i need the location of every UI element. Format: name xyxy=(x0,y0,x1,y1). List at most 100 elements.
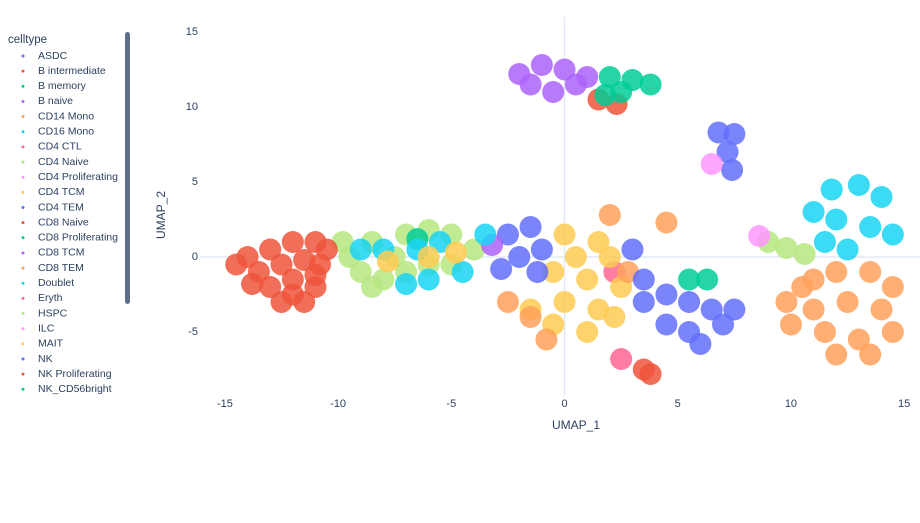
point xyxy=(610,348,633,370)
legend-marker[interactable] xyxy=(21,251,25,255)
point xyxy=(859,261,882,283)
point xyxy=(474,223,497,246)
point xyxy=(603,306,626,328)
point xyxy=(281,231,304,253)
point xyxy=(462,238,485,261)
legend-marker[interactable] xyxy=(21,175,25,179)
legend-label[interactable]: MAIT xyxy=(38,338,64,350)
legend-marker[interactable] xyxy=(21,54,25,58)
legend-label[interactable]: CD16 Mono xyxy=(38,126,94,138)
legend-label[interactable]: CD8 TCM xyxy=(38,247,84,259)
legend-marker[interactable] xyxy=(21,145,25,149)
point xyxy=(859,343,882,366)
point xyxy=(225,253,248,276)
legend-label[interactable]: CD8 TEM xyxy=(38,262,84,274)
legend-label[interactable]: NK xyxy=(38,353,53,365)
point xyxy=(598,66,621,88)
legend-label[interactable]: CD4 Proliferating xyxy=(38,171,118,183)
legend-label[interactable]: CD4 Naive xyxy=(38,156,89,168)
legend-marker[interactable] xyxy=(21,281,25,285)
legend-label[interactable]: Eryth xyxy=(38,292,63,304)
point xyxy=(836,238,859,261)
legend-label[interactable]: ILC xyxy=(38,322,55,334)
legend-marker[interactable] xyxy=(21,327,25,331)
legend-label[interactable]: CD14 Mono xyxy=(38,110,94,122)
legend-label[interactable]: NK_CD56bright xyxy=(38,383,112,395)
point xyxy=(270,253,293,276)
legend-label[interactable]: B naive xyxy=(38,95,73,107)
legend-marker[interactable] xyxy=(21,190,25,194)
legend-label[interactable]: Doublet xyxy=(38,277,74,289)
legend-label[interactable]: ASDC xyxy=(38,50,68,62)
point xyxy=(349,261,372,283)
point xyxy=(870,186,893,208)
legend-marker[interactable] xyxy=(21,357,25,361)
point xyxy=(496,291,519,313)
axes: -15 -10 -5 0 5 10 15 -5 0 5 10 15 xyxy=(186,26,911,410)
legend-marker[interactable] xyxy=(21,206,25,209)
point xyxy=(315,238,338,261)
point xyxy=(496,223,519,246)
legend-marker[interactable] xyxy=(21,312,25,316)
point xyxy=(542,81,565,103)
point xyxy=(700,298,723,321)
point xyxy=(519,216,542,238)
legend-label[interactable]: CD8 Naive xyxy=(38,216,89,228)
point xyxy=(598,246,621,268)
legend-label[interactable]: HSPC xyxy=(38,307,68,319)
point xyxy=(775,237,798,259)
legend-marker[interactable] xyxy=(21,387,25,391)
legend-label[interactable]: NK Proliferating xyxy=(38,368,112,380)
point xyxy=(820,178,843,201)
legend-label[interactable]: CD4 CTL xyxy=(38,141,82,153)
legend-marker[interactable] xyxy=(21,84,25,88)
legend-label[interactable]: CD4 TEM xyxy=(38,201,84,213)
point xyxy=(813,231,836,253)
legend-label[interactable]: CD8 Proliferating xyxy=(38,232,118,244)
legend-marker[interactable] xyxy=(21,372,25,376)
points xyxy=(225,54,904,385)
legend-marker[interactable] xyxy=(21,130,25,134)
point xyxy=(825,208,848,231)
point xyxy=(723,298,746,321)
point xyxy=(802,201,825,223)
y-tick-label: 0 xyxy=(192,251,198,263)
legend-marker[interactable] xyxy=(21,296,25,300)
legend-marker[interactable] xyxy=(21,342,25,346)
point xyxy=(621,238,644,261)
point xyxy=(678,291,701,313)
point xyxy=(689,333,712,355)
point xyxy=(576,268,599,291)
legend-marker[interactable] xyxy=(21,69,25,73)
point xyxy=(259,238,282,261)
legend-marker[interactable] xyxy=(21,160,25,164)
y-tick-label: 10 xyxy=(186,101,198,113)
legend-marker[interactable] xyxy=(21,115,25,119)
point xyxy=(530,54,553,76)
legend-label[interactable]: CD4 TCM xyxy=(38,186,84,198)
point xyxy=(723,123,746,145)
point xyxy=(417,268,440,291)
x-tick-label: -10 xyxy=(330,398,346,410)
point xyxy=(700,153,723,175)
point xyxy=(417,246,440,268)
legend-marker[interactable] xyxy=(21,99,25,103)
legend-marker[interactable] xyxy=(21,236,25,240)
point xyxy=(553,223,576,246)
legend-scrollbar[interactable] xyxy=(125,32,130,304)
point xyxy=(259,276,282,298)
point xyxy=(775,291,798,313)
legend: celltype ASDC B intermediate B memory B nai… xyxy=(8,32,130,395)
point xyxy=(395,273,418,295)
point xyxy=(535,328,558,351)
y-axis-title: UMAP_2 xyxy=(154,191,168,239)
point xyxy=(490,258,513,280)
point xyxy=(813,321,836,343)
legend-label[interactable]: B memory xyxy=(38,80,87,92)
point xyxy=(587,231,610,253)
legend-label[interactable]: B intermediate xyxy=(38,65,106,77)
x-tick-label: 10 xyxy=(785,398,797,410)
legend-marker[interactable] xyxy=(21,266,25,270)
legend-marker[interactable] xyxy=(21,221,25,225)
point xyxy=(444,241,467,264)
